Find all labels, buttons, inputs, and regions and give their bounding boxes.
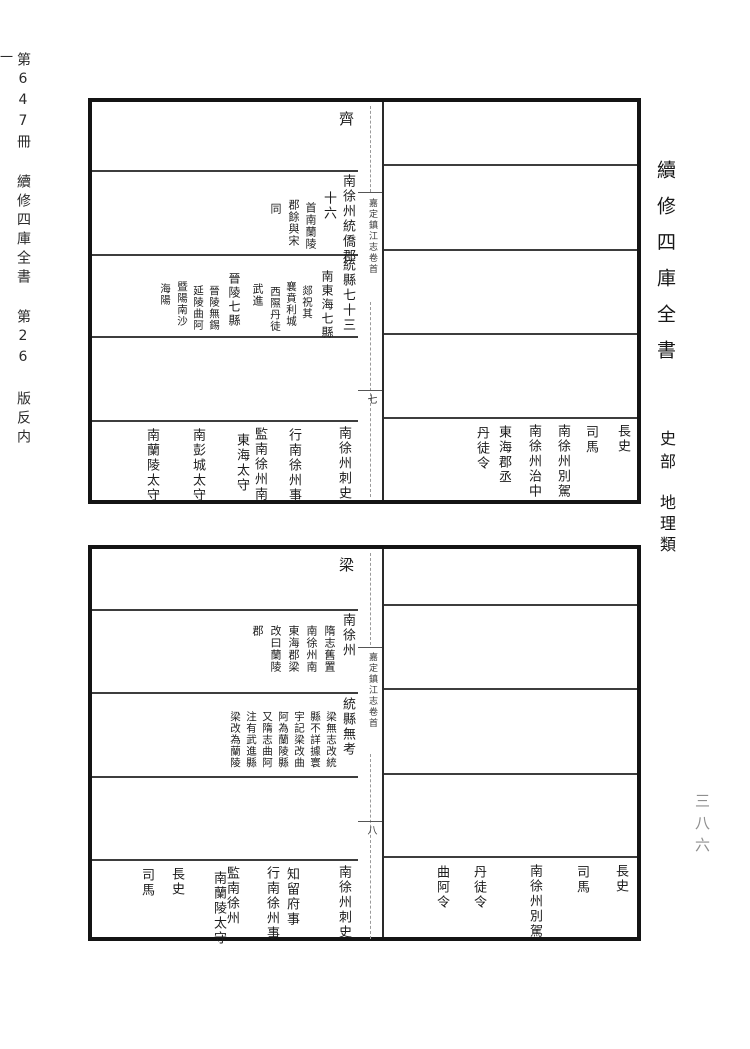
office-title: 南徐州別駕: [555, 424, 570, 499]
office-title: 丹徒令: [474, 426, 489, 471]
table-note: 又隋志曲阿: [261, 711, 273, 769]
left-margin-annotation: 第647冊 續修四庫全書 第26 版反内: [15, 52, 31, 448]
table-cell: 晉陵七縣: [227, 272, 241, 328]
table-note: 改曰蘭陵: [269, 625, 282, 673]
dynasty-label: 齊: [337, 111, 355, 128]
spine-leaf-number: 七: [365, 394, 376, 406]
bottom-spine: 嘉定鎮江志卷首 八: [358, 549, 382, 939]
fold-mark: [370, 106, 371, 192]
spine-tick: [358, 647, 382, 648]
row-divider: [92, 609, 358, 611]
table-cell: 十六: [321, 191, 336, 221]
table-note: 首南蘭陵: [304, 202, 317, 250]
row-divider: [92, 254, 358, 256]
row-divider: [384, 688, 637, 690]
spine-tick: [358, 821, 382, 822]
office-title: 長史: [613, 864, 628, 894]
row-divider: [92, 170, 358, 172]
office-title: 南徐州別駕: [527, 864, 542, 939]
table-note: 梁改為蘭陵: [229, 711, 241, 769]
fold-mark: [370, 553, 371, 645]
office-title: 南徐州刺史: [336, 426, 351, 501]
spine-title: 嘉定鎮江志卷首: [367, 198, 377, 275]
table-note: 武進: [251, 283, 264, 307]
dynasty-label: 梁: [337, 557, 355, 574]
office-title: 東海郡丞: [496, 425, 511, 485]
office-title: 行南徐州事: [264, 866, 279, 941]
table-note: 晉陵無錫: [208, 285, 220, 331]
office-title: 司馬: [574, 865, 589, 895]
spine-tick: [358, 390, 382, 391]
left-margin-tick: 一: [0, 50, 12, 65]
office-title: 南彭城太守: [190, 428, 205, 503]
fold-mark: [370, 754, 371, 939]
bottom-table-spread: 梁 南徐州 隋志舊置 南徐州南 東海郡梁 改曰蘭陵 郡 統縣無考 梁無志改統 縣…: [88, 545, 641, 946]
row-divider: [384, 249, 637, 251]
office-title: 長史: [169, 867, 184, 897]
office-title: 監南徐州南: [252, 427, 267, 502]
table-note: 郡: [251, 625, 264, 637]
table-note: 暨陽南沙: [176, 281, 188, 327]
top-table-spread: 齊 南徐州統僑郡 十六 首南蘭陵 郡餘與宋 同 統縣七十三 南東海七縣 郯祝其 …: [88, 98, 641, 504]
table-note: 延陵曲阿: [192, 285, 204, 331]
office-title: 司馬: [583, 425, 598, 455]
category-label: 地理類: [657, 494, 676, 557]
spine-title: 嘉定鎮江志卷首: [367, 652, 377, 729]
bottom-left-page: 梁 南徐州 隋志舊置 南徐州南 東海郡梁 改曰蘭陵 郡 統縣無考 梁無志改統 縣…: [92, 549, 360, 946]
series-title: 續修四庫全書: [654, 160, 676, 376]
row-divider: [92, 692, 358, 694]
top-left-page: 齊 南徐州統僑郡 十六 首南蘭陵 郡餘與宋 同 統縣七十三 南東海七縣 郯祝其 …: [92, 102, 360, 503]
table-note: 阿為蘭陵縣: [277, 711, 289, 769]
office-title: 司馬: [139, 868, 154, 898]
table-note: 注有武進縣: [245, 711, 257, 769]
table-note: 南徐州南: [305, 625, 318, 673]
table-cell: 統縣無考: [340, 697, 355, 757]
office-title: 南蘭陵太守: [211, 871, 226, 946]
table-cell: 南徐州統僑郡: [340, 174, 355, 264]
office-title: 監南徐州: [224, 866, 239, 926]
folio-page-number: 三八六: [693, 793, 711, 859]
fold-mark: [370, 302, 371, 497]
office-title: 南徐州刺史: [336, 865, 351, 940]
office-title: 長史: [615, 424, 630, 454]
table-note: 襄賁利城: [285, 281, 297, 327]
table-note: 東海郡梁: [287, 625, 300, 673]
row-divider: [384, 773, 637, 775]
table-note: 梁無志改統: [325, 711, 337, 769]
office-title: 東海太守: [234, 433, 249, 493]
table-note: 海陽: [159, 283, 171, 306]
table-note: 縣不詳據寰: [309, 711, 321, 769]
row-divider: [384, 604, 637, 606]
office-title: 南徐州治中: [526, 424, 541, 499]
table-note: 西隰丹徒: [269, 286, 281, 332]
table-cell: 南徐州: [340, 613, 355, 658]
row-divider: [92, 420, 358, 422]
table-cell: 統縣七十三: [340, 258, 355, 333]
office-title: 丹徒令: [471, 865, 486, 910]
spine-leaf-number: 八: [365, 825, 376, 837]
row-divider: [92, 336, 358, 338]
table-cell: 南東海七縣: [320, 270, 334, 340]
row-divider: [92, 859, 358, 861]
table-note: 郯祝其: [301, 285, 313, 320]
table-note: 宇記梁改曲: [293, 711, 305, 769]
row-divider: [92, 776, 358, 778]
spine-tick: [358, 192, 382, 193]
row-divider: [384, 856, 637, 858]
office-title: 南蘭陵太守: [144, 428, 159, 503]
row-divider: [384, 164, 637, 166]
table-note: 隋志舊置: [323, 625, 336, 673]
top-spine: 嘉定鎮江志卷首 七: [358, 102, 382, 500]
bottom-right-page: 長史 司馬 南徐州別駕 丹徒令 曲阿令: [382, 549, 637, 939]
row-divider: [384, 333, 637, 335]
row-divider: [384, 417, 637, 419]
top-right-page: 長史 司馬 南徐州別駕 南徐州治中 東海郡丞 丹徒令: [382, 102, 637, 500]
office-title: 知留府事: [284, 867, 299, 927]
table-note: 同: [269, 203, 282, 215]
section-label: 史部: [657, 430, 676, 476]
office-title: 行南徐州事: [286, 428, 301, 503]
table-note: 郡餘與宋: [287, 199, 300, 247]
office-title: 曲阿令: [434, 865, 449, 910]
